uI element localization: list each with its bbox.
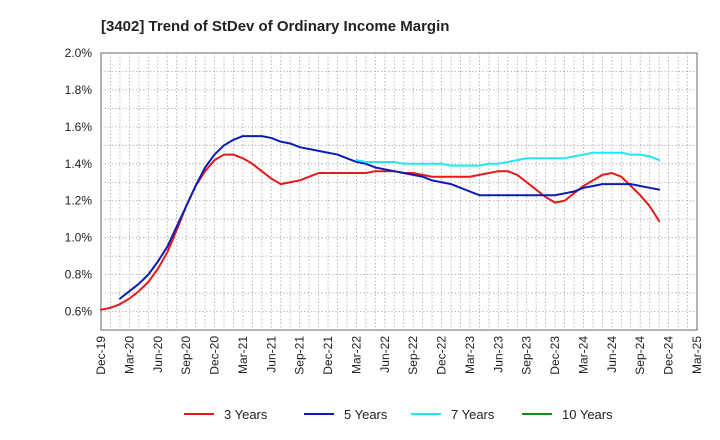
- x-tick-label: Sep-21: [293, 336, 307, 375]
- x-tick-label: Dec-19: [94, 336, 108, 375]
- x-tick-label: Mar-25: [690, 336, 704, 374]
- y-tick-label: 1.4%: [65, 157, 93, 171]
- x-tick-label: Dec-21: [321, 336, 335, 375]
- plot-area: [100, 52, 698, 331]
- x-tick-label: Jun-24: [605, 336, 619, 373]
- x-tick-label: Jun-22: [378, 336, 392, 373]
- grid: [101, 53, 697, 330]
- y-tick-label: 0.6%: [65, 305, 93, 319]
- legend-label: 3 Years: [224, 407, 268, 422]
- series-line: [118, 135, 661, 300]
- legend-label: 10 Years: [562, 407, 613, 422]
- y-tick-label: 1.2%: [65, 194, 93, 208]
- y-tick-label: 1.6%: [65, 120, 93, 134]
- y-tick-label: 0.8%: [65, 268, 93, 282]
- x-tick-label: Dec-24: [662, 336, 676, 375]
- x-tick-label: Dec-23: [548, 336, 562, 375]
- x-tick-label: Sep-23: [520, 336, 534, 375]
- x-tick-label: Mar-23: [463, 336, 477, 374]
- x-tick-label: Mar-21: [236, 336, 250, 374]
- y-tick-label: 2.0%: [65, 46, 93, 60]
- chart-title: [3402] Trend of StDev of Ordinary Income…: [101, 18, 449, 35]
- x-axis: Dec-19 Mar-20 Jun-20 Sep-20 Dec-20 Mar-21 Jun-…: [94, 336, 704, 375]
- legend-label: 7 Years: [451, 407, 495, 422]
- series-layer: [100, 135, 661, 311]
- x-tick-label: Mar-22: [349, 336, 363, 374]
- x-tick-label: Jun-21: [264, 336, 278, 373]
- x-tick-label: Mar-24: [576, 336, 590, 374]
- y-axis: 0.6% 0.8% 1.0% 1.2% 1.4% 1.6% 1.8% 2.0%: [65, 46, 93, 319]
- x-tick-label: Jun-23: [491, 336, 505, 373]
- x-tick-label: Jun-20: [151, 336, 165, 373]
- x-tick-label: Sep-24: [633, 336, 647, 375]
- legend: 3 Years 5 Years 7 Years 10 Years: [184, 407, 613, 422]
- x-tick-label: Mar-20: [122, 336, 136, 374]
- x-tick-label: Sep-20: [179, 336, 193, 375]
- legend-label: 5 Years: [344, 407, 388, 422]
- y-tick-label: 1.0%: [65, 231, 93, 245]
- series-line: [355, 151, 661, 167]
- x-tick-label: Dec-20: [208, 336, 222, 375]
- x-tick-label: Dec-22: [435, 336, 449, 375]
- y-tick-label: 1.8%: [65, 83, 93, 97]
- x-tick-label: Sep-22: [406, 336, 420, 375]
